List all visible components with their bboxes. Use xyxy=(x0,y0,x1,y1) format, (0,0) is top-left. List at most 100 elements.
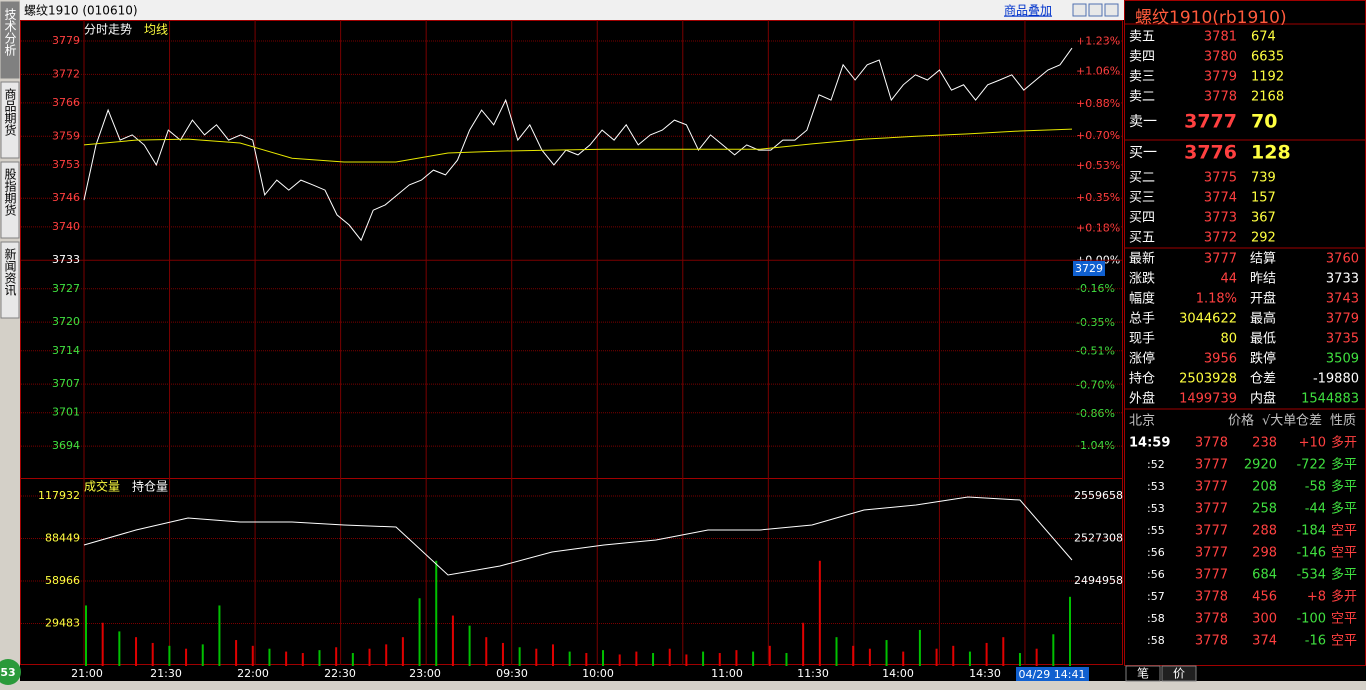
overlay-link[interactable]: 商品叠加 xyxy=(1004,3,1052,18)
y2-tick-label: +0.35% xyxy=(1076,191,1120,204)
volume-bar xyxy=(618,654,621,666)
volume-bar xyxy=(585,653,588,666)
stat-label: 仓差 xyxy=(1250,372,1276,387)
tick-diff: -16 xyxy=(1305,634,1326,649)
book-label: 卖二 xyxy=(1129,90,1155,105)
y-tick-label: 3714 xyxy=(52,344,80,357)
bottom-tab[interactable] xyxy=(1125,665,1161,682)
table-header: √大单 xyxy=(1262,414,1296,429)
volume-bar xyxy=(151,642,154,666)
stat-value: 3779 xyxy=(1326,312,1359,327)
book-price: 3777 xyxy=(1184,111,1237,133)
volume-bar xyxy=(318,650,321,666)
y-tick-label: 58966 xyxy=(45,574,80,587)
tick-diff: -146 xyxy=(1296,546,1326,561)
bottom-tab[interactable] xyxy=(1161,665,1197,682)
tick-volume: 2920 xyxy=(1244,458,1277,473)
zoom-button[interactable] xyxy=(1104,3,1119,17)
tick-diff: +10 xyxy=(1299,436,1326,451)
volume-bar xyxy=(802,622,805,666)
series-line xyxy=(83,496,1073,576)
book-volume: 739 xyxy=(1251,171,1276,186)
volume-bar xyxy=(918,629,921,666)
volume-bar xyxy=(568,651,571,666)
side-tab[interactable] xyxy=(0,81,20,159)
y-tick-label: 29483 xyxy=(45,617,80,630)
stat-label: 最低 xyxy=(1250,332,1276,347)
x-tick-label: 14:30 xyxy=(969,667,1001,680)
tick-nature: 空平 xyxy=(1331,634,1357,649)
legend-entry: 持仓量 xyxy=(132,479,168,494)
stat-value: 1.18% xyxy=(1196,292,1237,307)
volume-bar xyxy=(685,654,688,666)
y-tick-label: 3701 xyxy=(52,406,80,419)
bottom-tab-label: 笔 xyxy=(1137,666,1149,681)
legend-entry: 成交量 xyxy=(84,479,120,494)
volume-bar xyxy=(535,648,538,666)
book-volume: 292 xyxy=(1251,231,1276,246)
tick-nature: 空平 xyxy=(1331,612,1357,627)
stat-value: 3760 xyxy=(1326,252,1359,267)
book-price: 3773 xyxy=(1204,211,1237,226)
volume-bar xyxy=(818,560,821,666)
volume-bar xyxy=(201,644,204,666)
y-tick-label: 3746 xyxy=(52,191,80,204)
tick-volume: 208 xyxy=(1252,480,1277,495)
side-tab-label: 商品期货 xyxy=(3,87,17,137)
book-volume: 6635 xyxy=(1251,50,1284,65)
y2-tick-label: +0.53% xyxy=(1076,159,1120,172)
x-tick-label: 23:00 xyxy=(409,667,441,680)
stat-label: 总手 xyxy=(1129,312,1155,327)
volume-bar xyxy=(1035,648,1038,666)
series-line xyxy=(83,128,1073,163)
tick-volume: 456 xyxy=(1252,590,1277,605)
y2-tick-label: +1.23% xyxy=(1076,34,1120,47)
tick-volume: 684 xyxy=(1252,568,1277,583)
x-tick-label: 22:00 xyxy=(237,667,269,680)
y2-tick-label: +0.88% xyxy=(1076,97,1120,110)
volume-bar xyxy=(602,650,605,666)
y-tick-label: 3727 xyxy=(52,282,80,295)
volume-bar xyxy=(335,647,338,666)
volume-bar xyxy=(268,648,271,666)
stat-label: 幅度 xyxy=(1129,291,1155,307)
volume-bar xyxy=(351,653,354,666)
tick-price: 3778 xyxy=(1195,612,1228,627)
zoom-button[interactable] xyxy=(1088,3,1103,17)
y2-tick-label: -0.86% xyxy=(1076,407,1115,420)
volume-bar xyxy=(551,644,554,666)
stat-label: 持仓 xyxy=(1129,372,1155,387)
side-tab[interactable] xyxy=(0,1,20,79)
volume-bar xyxy=(435,560,438,666)
volume-bar xyxy=(935,648,938,666)
y-tick-label: 3733 xyxy=(52,253,80,266)
volume-bar xyxy=(1018,653,1021,666)
tick-nature: 空平 xyxy=(1331,524,1357,539)
volume-panel-frame xyxy=(20,478,1123,665)
tick-time: :56 xyxy=(1147,568,1165,581)
quote-title: 螺纹1910(rb1910) xyxy=(1135,8,1287,28)
tick-time: :53 xyxy=(1147,480,1165,493)
book-volume: 128 xyxy=(1251,142,1291,164)
legend-entry: 均线 xyxy=(144,23,168,37)
side-tab[interactable] xyxy=(0,241,20,319)
y2-tick-label: +1.06% xyxy=(1076,65,1120,78)
volume-bar xyxy=(385,644,388,666)
tick-volume: 288 xyxy=(1252,524,1277,539)
y2-tick-label: +0.18% xyxy=(1076,222,1120,235)
stat-value: 3044622 xyxy=(1179,312,1237,327)
tick-time: :57 xyxy=(1147,590,1165,603)
book-label: 卖四 xyxy=(1129,50,1155,65)
y2-tick-label: 2559658 xyxy=(1074,489,1123,502)
badge-icon[interactable] xyxy=(0,659,21,685)
table-header: 仓差 xyxy=(1296,414,1322,429)
book-price: 3776 xyxy=(1184,142,1237,164)
tick-diff: -722 xyxy=(1296,458,1326,473)
y-tick-label: 3707 xyxy=(52,377,80,390)
zoom-button[interactable] xyxy=(1072,3,1087,17)
side-tab[interactable] xyxy=(0,161,20,239)
stat-value: 3956 xyxy=(1204,352,1237,367)
taskbar xyxy=(0,681,1366,690)
volume-bar xyxy=(1069,596,1071,666)
